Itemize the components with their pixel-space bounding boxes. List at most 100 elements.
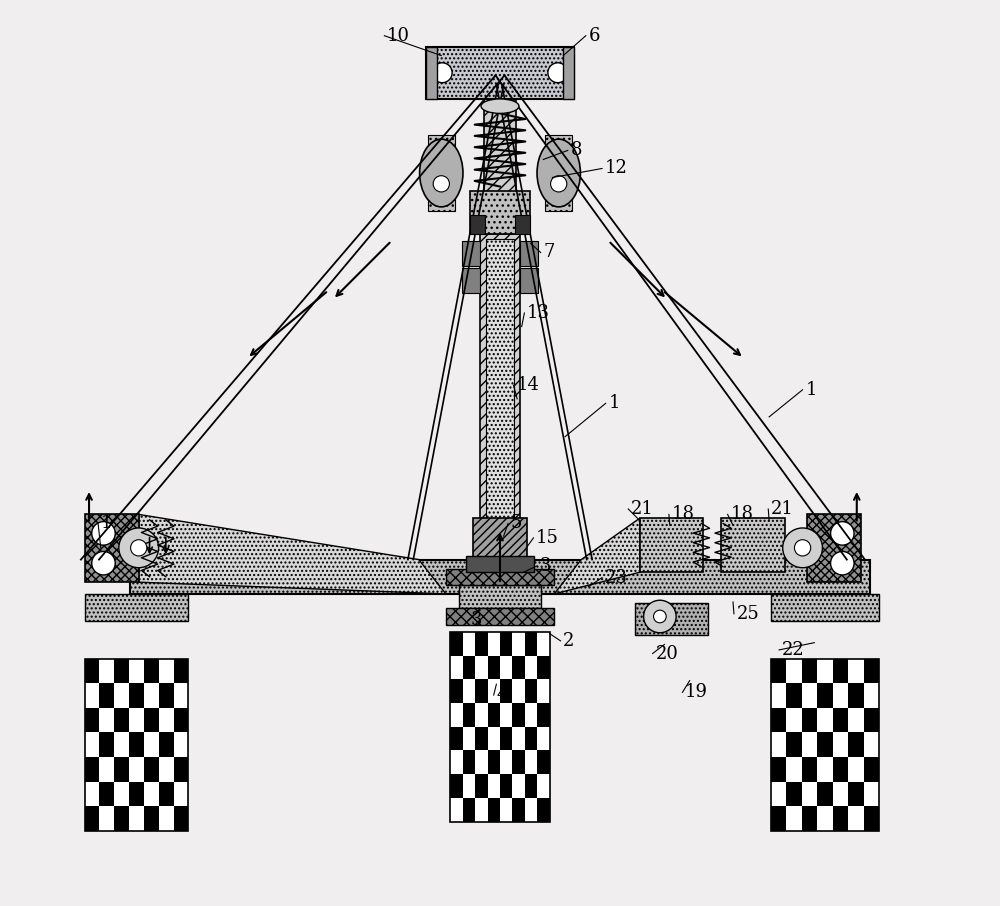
Bar xyxy=(525,774,537,798)
Bar xyxy=(174,659,188,683)
Text: 18: 18 xyxy=(672,506,695,524)
Bar xyxy=(488,703,500,727)
Text: 1: 1 xyxy=(608,394,620,412)
Circle shape xyxy=(92,552,115,575)
Bar xyxy=(99,683,114,708)
Text: 19: 19 xyxy=(685,683,708,701)
Ellipse shape xyxy=(420,140,463,207)
Text: 12: 12 xyxy=(605,159,628,178)
Bar xyxy=(475,774,488,798)
Bar xyxy=(848,683,864,708)
Bar xyxy=(833,708,848,732)
Bar xyxy=(771,757,786,782)
Bar xyxy=(500,774,512,798)
Bar xyxy=(563,46,574,99)
Bar xyxy=(463,798,475,822)
Bar xyxy=(144,708,159,732)
Circle shape xyxy=(783,528,822,568)
Bar xyxy=(520,241,538,266)
Bar xyxy=(475,631,488,656)
Bar xyxy=(459,585,541,608)
Bar xyxy=(721,518,785,573)
Bar xyxy=(786,683,802,708)
Bar xyxy=(159,782,174,806)
Bar xyxy=(114,659,129,683)
Bar xyxy=(833,757,848,782)
Bar xyxy=(114,757,129,782)
Text: 3: 3 xyxy=(540,557,551,575)
Text: 1: 1 xyxy=(101,515,112,533)
Bar xyxy=(129,732,144,757)
Polygon shape xyxy=(554,518,640,594)
Bar xyxy=(473,518,527,571)
Circle shape xyxy=(92,522,115,545)
Circle shape xyxy=(654,610,666,622)
Bar xyxy=(520,268,538,294)
Bar xyxy=(129,683,144,708)
Bar xyxy=(500,680,512,703)
Text: 21: 21 xyxy=(631,500,654,518)
Bar xyxy=(525,631,537,656)
Bar xyxy=(144,806,159,831)
Text: 20: 20 xyxy=(655,644,678,662)
Bar xyxy=(537,656,550,680)
Bar xyxy=(85,806,99,831)
Text: 6: 6 xyxy=(589,26,600,44)
Bar xyxy=(771,708,786,732)
Bar xyxy=(817,683,833,708)
Bar xyxy=(486,239,514,553)
Ellipse shape xyxy=(481,99,519,113)
Bar xyxy=(864,806,879,831)
Circle shape xyxy=(551,176,567,192)
Bar xyxy=(450,727,463,750)
Bar xyxy=(537,798,550,822)
Bar xyxy=(807,515,861,583)
Bar xyxy=(848,782,864,806)
Bar xyxy=(512,656,525,680)
Bar xyxy=(174,708,188,732)
Bar xyxy=(771,594,879,621)
Bar xyxy=(114,806,129,831)
Bar xyxy=(771,659,879,831)
Bar xyxy=(129,782,144,806)
Bar xyxy=(450,680,463,703)
Bar xyxy=(786,782,802,806)
Bar xyxy=(114,708,129,732)
Bar xyxy=(85,594,188,621)
Text: 4: 4 xyxy=(496,686,508,704)
Text: 18: 18 xyxy=(730,506,753,524)
Bar xyxy=(159,683,174,708)
Bar xyxy=(85,659,99,683)
Bar xyxy=(484,99,516,593)
Text: 10: 10 xyxy=(387,26,410,44)
Bar xyxy=(488,798,500,822)
Text: 22: 22 xyxy=(782,641,805,659)
Bar xyxy=(802,757,817,782)
Text: 25: 25 xyxy=(737,605,759,622)
Text: 8: 8 xyxy=(570,141,582,159)
Bar xyxy=(450,631,550,822)
Text: 13: 13 xyxy=(527,304,550,322)
Bar xyxy=(500,631,512,656)
Text: 5: 5 xyxy=(511,515,522,533)
Circle shape xyxy=(119,528,159,568)
Bar xyxy=(466,556,534,573)
Bar xyxy=(864,659,879,683)
Bar xyxy=(463,703,475,727)
Bar xyxy=(786,732,802,757)
Text: 23: 23 xyxy=(605,569,628,587)
Text: 2: 2 xyxy=(563,631,575,650)
Circle shape xyxy=(831,552,854,575)
Bar xyxy=(159,732,174,757)
Bar xyxy=(525,727,537,750)
Bar xyxy=(537,703,550,727)
Bar xyxy=(174,757,188,782)
Bar xyxy=(446,569,554,585)
Bar xyxy=(771,806,786,831)
Bar xyxy=(85,708,99,732)
Bar xyxy=(428,135,455,211)
Circle shape xyxy=(794,540,811,556)
Bar xyxy=(480,235,520,557)
Bar xyxy=(545,135,572,211)
Circle shape xyxy=(644,601,676,632)
